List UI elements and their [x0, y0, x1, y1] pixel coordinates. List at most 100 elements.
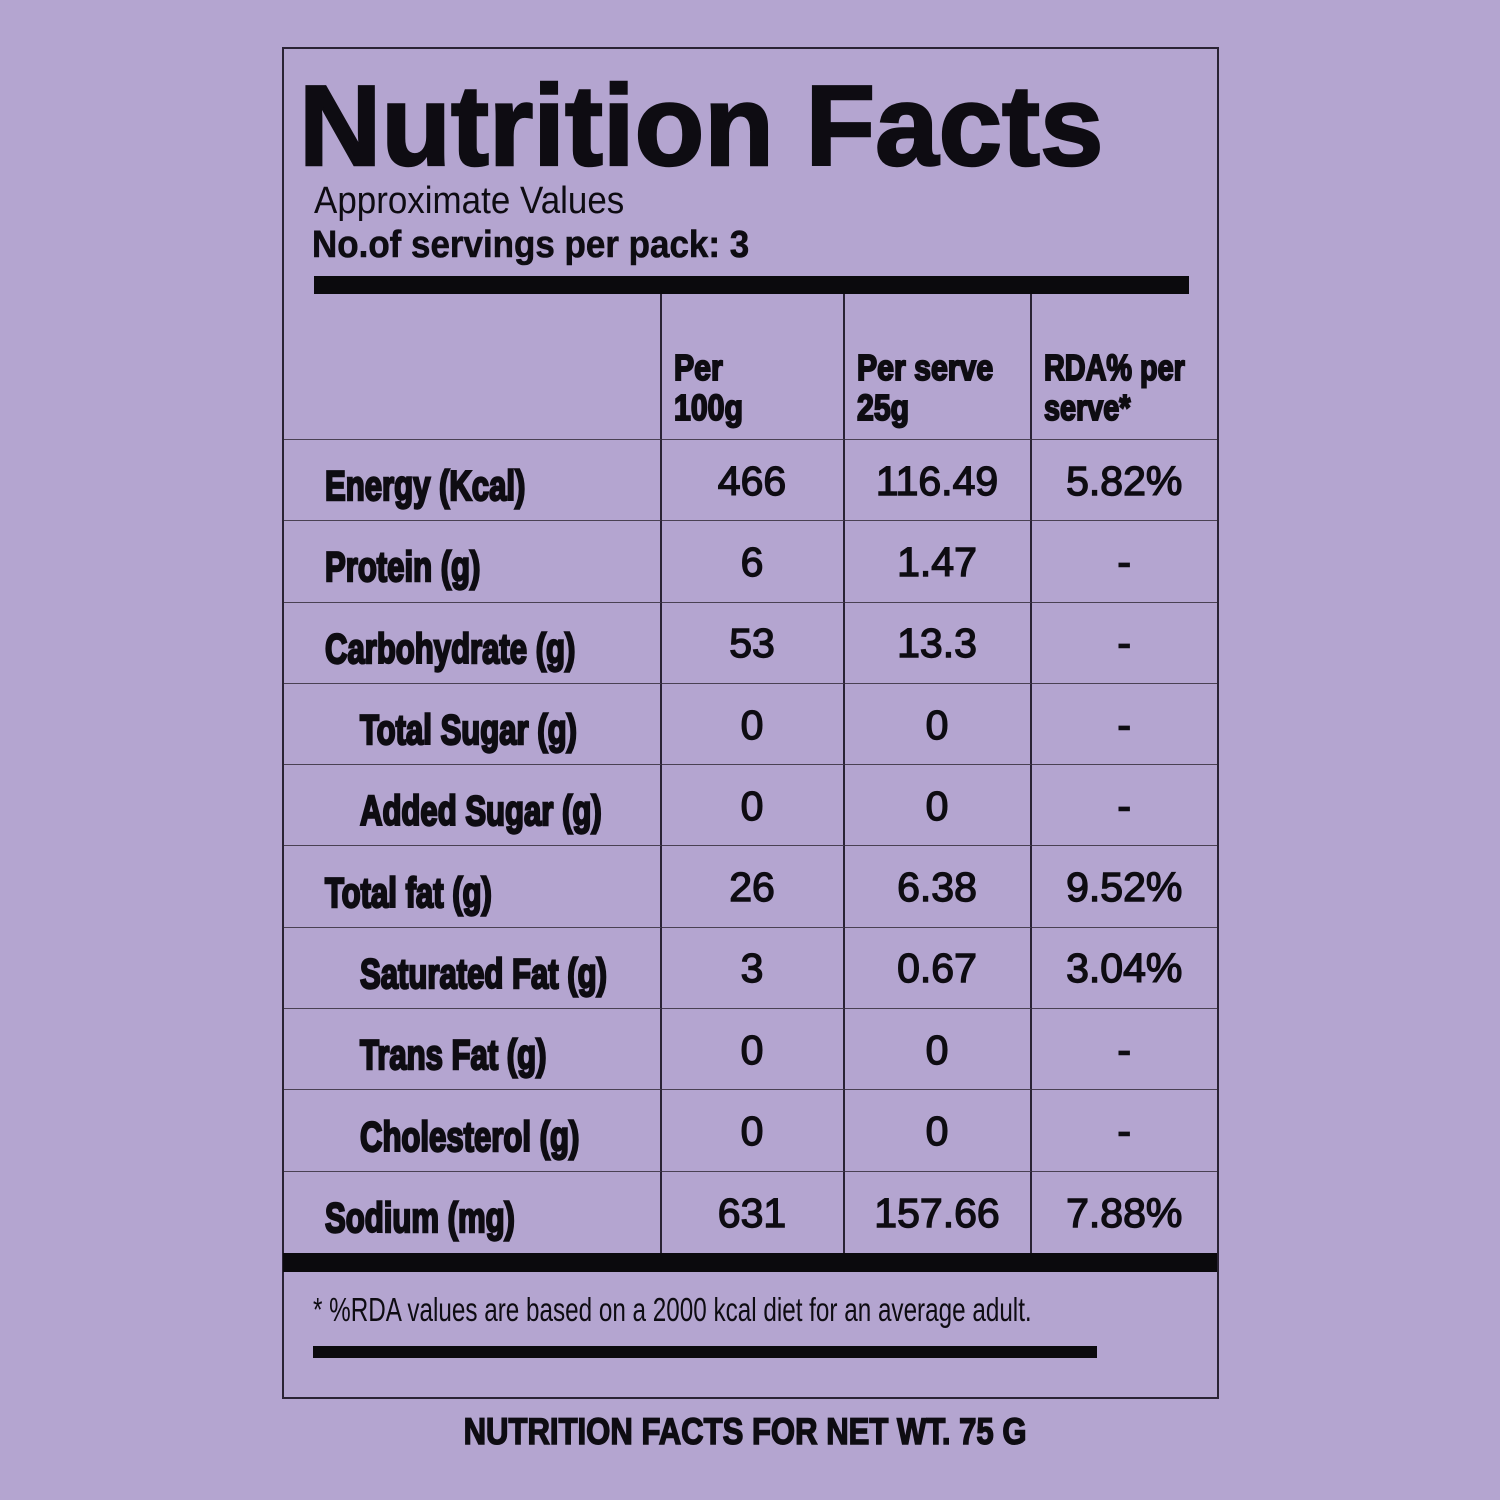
row-value-per-100g-text: 466: [717, 457, 787, 504]
nutrition-table: Per 100g Per serve 25g RDA% per serve* E…: [284, 294, 1217, 1253]
row-value-rda-text: -: [1117, 620, 1132, 667]
row-label: Total Sugar (g): [284, 683, 662, 766]
row-value-rda: -: [1031, 603, 1217, 684]
header-divider-bar: [314, 276, 1189, 294]
row-label-text: Cholesterol (g): [359, 1112, 580, 1160]
row-value-rda: -: [1031, 521, 1217, 603]
row-label-text: Total fat (g): [324, 868, 493, 916]
row-value-per-serve-text: 0.67: [896, 945, 977, 992]
row-value-per-serve: 0: [844, 1090, 1032, 1172]
row-value-per-100g: 0: [661, 683, 845, 766]
row-value-rda: -: [1031, 684, 1217, 766]
row-label: Protein (g): [284, 521, 662, 603]
row-value-rda: -: [1031, 765, 1217, 847]
row-value-per-100g-text: 0: [740, 1108, 764, 1155]
row-value-per-serve: 1.47: [844, 521, 1032, 603]
column-header-per-100g-text: Per 100g: [673, 347, 744, 428]
row-value-per-serve-text: 0: [925, 782, 949, 829]
row-label: Sodium (mg): [284, 1171, 662, 1253]
row-value-per-serve: 6.38: [844, 846, 1032, 928]
column-header-per-serve: Per serve 25g: [844, 294, 1032, 440]
row-value-per-serve: 157.66: [845, 1171, 1032, 1253]
row-value-per-100g-text: 0: [740, 1026, 764, 1073]
row-label: Total fat (g): [284, 846, 662, 928]
row-label-text: Protein (g): [324, 543, 481, 591]
row-value-rda-text: -: [1117, 1026, 1132, 1073]
row-value-per-serve-text: 157.66: [874, 1189, 1001, 1236]
row-value-per-serve-text: 0: [925, 701, 949, 748]
row-value-per-100g: 26: [661, 846, 845, 928]
row-value-per-serve-text: 0: [925, 1026, 949, 1073]
row-value-per-100g: 0: [661, 765, 845, 847]
row-value-per-100g: 0: [661, 1009, 845, 1091]
row-value-per-serve: 13.3: [844, 602, 1032, 684]
row-value-per-serve: 0: [844, 765, 1032, 847]
row-value-rda-text: -: [1117, 782, 1132, 829]
row-value-per-100g: 0: [661, 1090, 845, 1172]
column-header-rda: RDA% per serve*: [1031, 294, 1217, 440]
row-value-rda: 9.52%: [1031, 846, 1217, 928]
footnote-text: * %RDA values are based on a 2000 kcal d…: [313, 1291, 1032, 1328]
row-label-text: Total Sugar (g): [359, 706, 578, 754]
column-header-per-100g: Per 100g: [661, 294, 845, 440]
row-value-rda-text: 3.04%: [1065, 945, 1183, 992]
row-value-per-100g: 6: [661, 521, 845, 603]
row-label-text: Energy (Kcal): [324, 462, 526, 510]
row-value-per-100g-text: 6: [740, 538, 764, 585]
row-value-per-100g-text: 0: [740, 701, 764, 748]
row-value-rda-text: -: [1117, 701, 1132, 748]
row-value-per-100g-text: 3: [740, 945, 764, 992]
row-value-rda: 3.04%: [1031, 928, 1217, 1010]
row-value-per-serve: 0: [844, 683, 1032, 766]
column-spacer: [284, 294, 662, 440]
row-value-rda: 7.88%: [1032, 1172, 1218, 1253]
row-label-text: Added Sugar (g): [359, 787, 602, 835]
row-value-per-serve: 0: [844, 1009, 1032, 1091]
row-value-rda-text: 9.52%: [1065, 864, 1183, 911]
nutrition-facts-panel: Nutrition Facts Approximate Values No.of…: [282, 47, 1219, 1399]
row-value-rda: -: [1031, 1009, 1217, 1091]
servings-per-pack: No.of servings per pack: 3: [312, 224, 787, 266]
row-value-rda-text: 5.82%: [1065, 457, 1183, 504]
column-header-rda-text: RDA% per serve*: [1043, 347, 1185, 428]
row-value-per-100g-text: 0: [740, 782, 764, 829]
row-value-per-100g: 53: [661, 602, 845, 684]
page-title: Nutrition Facts: [298, 63, 1105, 190]
row-label: Added Sugar (g): [284, 765, 662, 847]
row-value-per-serve: 0.67: [844, 927, 1032, 1010]
row-value-rda: 5.82%: [1031, 440, 1217, 522]
row-label-text: Sodium (mg): [324, 1194, 516, 1242]
row-label-text: Trans Fat (g): [359, 1031, 547, 1079]
row-label: Carbohydrate (g): [284, 602, 662, 684]
row-value-per-serve-text: 116.49: [875, 457, 999, 504]
row-value-per-serve-text: 6.38: [896, 864, 977, 911]
row-value-per-100g: 631: [662, 1171, 845, 1253]
net-weight-caption-text: NUTRITION FACTS FOR NET WT. 75 G: [463, 1411, 1027, 1453]
row-label: Energy (Kcal): [284, 440, 662, 522]
row-label: Cholesterol (g): [284, 1090, 662, 1172]
subtitle-text: Approximate Values: [314, 180, 625, 222]
row-value-rda: -: [1031, 1090, 1217, 1172]
row-label: Saturated Fat (g): [284, 927, 662, 1010]
row-value-per-serve: 116.49: [844, 440, 1032, 522]
row-value-per-100g-text: 26: [728, 864, 775, 911]
table-bottom-bar: [283, 1253, 1217, 1272]
servings-text: No.of servings per pack: 3: [312, 224, 750, 266]
footnote-underline-bar: [313, 1346, 1097, 1358]
net-weight-caption: NUTRITION FACTS FOR NET WT. 75 G: [277, 1411, 1214, 1453]
row-value-rda-text: -: [1117, 1108, 1132, 1155]
rda-footnote: * %RDA values are based on a 2000 kcal d…: [313, 1292, 1291, 1328]
row-value-rda-text: 7.88%: [1065, 1189, 1183, 1236]
row-value-per-100g-text: 53: [728, 620, 775, 667]
row-value-rda-text: -: [1117, 538, 1132, 585]
column-header-per-serve-text: Per serve 25g: [856, 347, 994, 428]
row-label-text: Carbohydrate (g): [324, 624, 576, 672]
subtitle: Approximate Values: [314, 182, 651, 220]
row-label-text: Saturated Fat (g): [359, 949, 608, 997]
row-value-per-100g: 3: [661, 927, 845, 1010]
row-value-per-100g-text: 631: [717, 1189, 787, 1236]
row-value-per-100g: 466: [661, 440, 845, 522]
row-value-per-serve-text: 1.47: [896, 538, 977, 585]
row-value-per-serve-text: 0: [925, 1108, 949, 1155]
